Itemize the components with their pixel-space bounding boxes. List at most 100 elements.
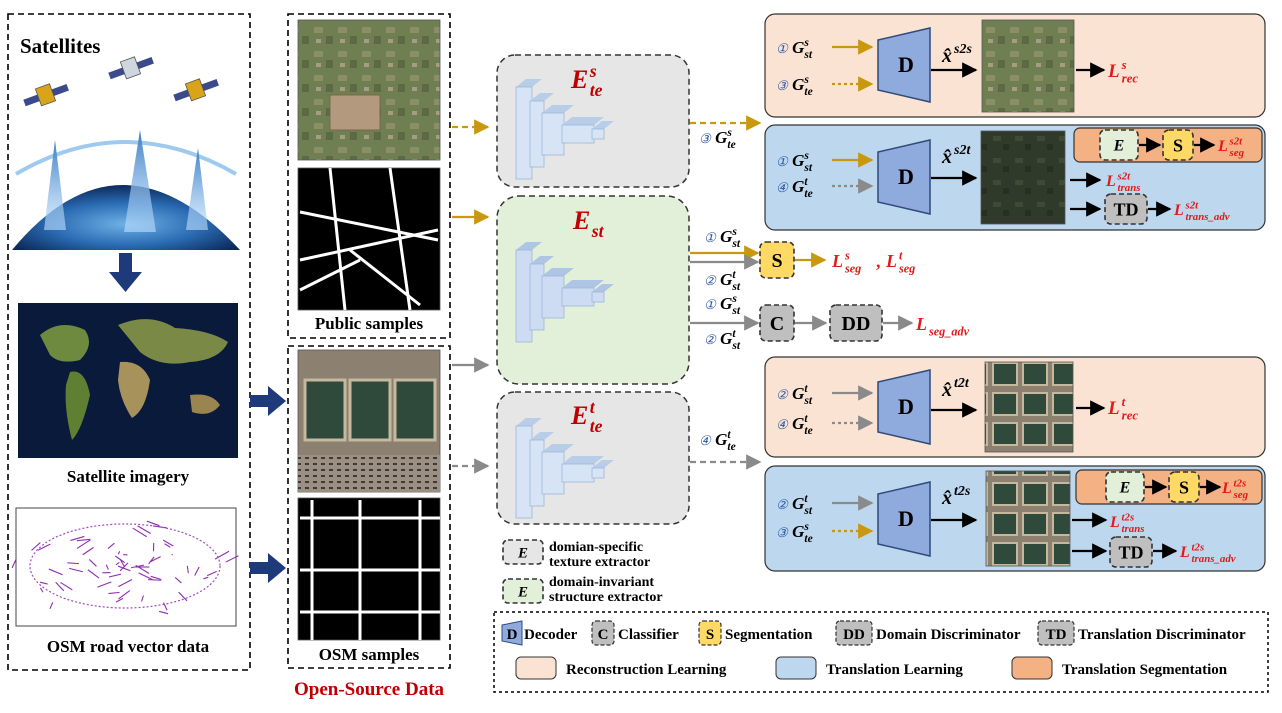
feature-g-st-s-symbol: G [720,227,733,246]
texture-encoder-target-blocks-block [562,464,594,482]
texture-encoder-target-blocks-block [516,426,532,518]
rec-target-image [985,362,1073,452]
texture-encoder-source-blocks-block [542,113,564,155]
rec-source-image [982,20,1074,112]
rec-source-decoder: D [878,28,930,102]
trans-t2s-input-2-symbol: G [792,522,805,541]
rec-source-input-2-subscript: te [804,85,812,98]
domain-discriminator-head: DD [830,305,882,341]
trans-s2t-seg-head-label: S [1173,135,1183,155]
trans-t2s-td-label: TD [1118,542,1143,562]
legend-domain-discriminator-label: Domain Discriminator [876,627,1021,643]
trans-t2s-trans-loss-symbol: L [1109,514,1120,531]
osm-image-block-2 [350,380,390,440]
legend-st-symbol: E [503,579,543,603]
feature-g-te-t-subscript: te [727,440,735,453]
feature-g-st-s-index: ① [704,230,717,245]
legend-translation-discriminator-symbol: TD [1046,627,1067,643]
rec-source-input-2-superscript: s [803,73,809,86]
legend-translation-seg-swatch [1012,657,1052,679]
rec-source-decoder-label: D [898,52,914,77]
feature-g-te-s-index: ③ [699,131,712,146]
trans-t2s-decoder-label: D [898,506,914,531]
feature-g-te-t-index: ④ [699,433,712,448]
legend-st-line1: domain-invariant [549,575,654,590]
trans-s2t-output-symbol: x̂ [941,146,952,168]
seg-loss-source-symbol: L [831,251,843,271]
trans-t2s-image [986,471,1070,566]
feature-g-st-t-index: ② [704,273,717,288]
legend-reconstruction-label: Reconstruction Learning [566,662,727,678]
seg-head-middle-label: S [771,250,782,272]
trans-t2s-seg-loss-symbol: L [1221,480,1232,497]
texture-encoder-source-blocks-block [562,125,594,143]
trans-t2s-output-symbol: x̂ [941,487,952,509]
feature-g-st-s-subscript: st [731,237,740,250]
texture-encoder-target-blocks-block [542,452,564,494]
seg-loss-separator: , [876,251,881,271]
legend-domain-discriminator-symbol: DD [843,627,865,643]
osm-vector-label: OSM road vector data [47,637,210,656]
trans-s2t-trans-loss-superscript: s2t [1117,170,1132,182]
imagery-arrow-icon [250,386,286,416]
feature-g-st-s-superscript: s [731,225,737,238]
legend-decoder-symbol: D [507,627,518,643]
down-arrow-icon [109,253,142,292]
trans-s2t-seg-loss-superscript: s2t [1229,135,1244,147]
texture-encoder-target-title-subscript: te [590,416,603,436]
trans-s2t-decoder: D [878,140,930,214]
road-segment [148,580,161,581]
legend-st-symbol-label: E [517,584,528,600]
feature-g-te-t-superscript: t [727,428,731,441]
trans-t2s-input-1-index: ② [776,497,789,512]
osm-samples-label: OSM samples [319,645,420,664]
trans-s2t-decoder-label: D [898,164,914,189]
texture-encoder-source-blocks-block [516,87,532,179]
rec-target-output-superscript: t2t [954,376,970,391]
trans-t2s-input-2-index: ③ [776,525,789,540]
trans-t2s-input-1-symbol: G [792,494,805,513]
trans-s2t-adv-loss-superscript: s2t [1185,199,1200,211]
rec-source-input-1-symbol: G [792,38,805,57]
feature-g-st-t-2-subscript: st [731,339,740,352]
trans-t2s-input-2-superscript: s [803,520,809,533]
trans-s2t-input-2-index: ④ [776,180,789,195]
trans-s2t-output-superscript: s2t [953,143,971,158]
legend-te-symbol: E [503,540,543,564]
trans-s2t-seg-head: S [1163,130,1193,160]
trans-s2t-encoder: E [1100,130,1138,160]
rec-target-input-1-symbol: G [792,384,805,403]
seg-adv-loss-subscript: seg_adv [928,324,970,338]
trans-t2s-trans-loss-superscript: t2s [1122,511,1135,523]
trans-s2t-image [981,131,1065,224]
satellites-label: Satellites [20,34,100,58]
osm-vector-image [16,508,236,626]
rec-source-input-1-superscript: s [803,36,809,49]
trans-t2s-seg-head: S [1169,472,1199,502]
public-label-sample [298,168,440,310]
texture-encoder-target-title-symbol: E [570,401,588,430]
structure-encoder-title-symbol: E [572,206,590,235]
open-source-label: Open-Source Data [294,679,445,700]
trans-s2t-td-label: TD [1113,199,1138,219]
osm-image-block-1 [305,380,345,440]
satellite-2-icon [108,57,154,79]
trans-s2t-input-1-symbol: G [792,151,805,170]
rec-source-input-2-symbol: G [792,75,805,94]
structure-encoder-blocks-block [562,288,594,306]
trans-s2t-input-1-subscript: st [803,161,812,174]
feature-g-st-t-2-superscript: t [732,327,736,340]
seg-adv-loss-symbol: L [915,314,927,334]
feature-g-te-t-symbol: G [715,430,728,449]
rec-target-loss-subscript: rec [1122,408,1139,423]
structure-encoder-title-subscript: st [591,221,605,241]
trans-t2s-input-2-subscript: te [804,532,812,545]
